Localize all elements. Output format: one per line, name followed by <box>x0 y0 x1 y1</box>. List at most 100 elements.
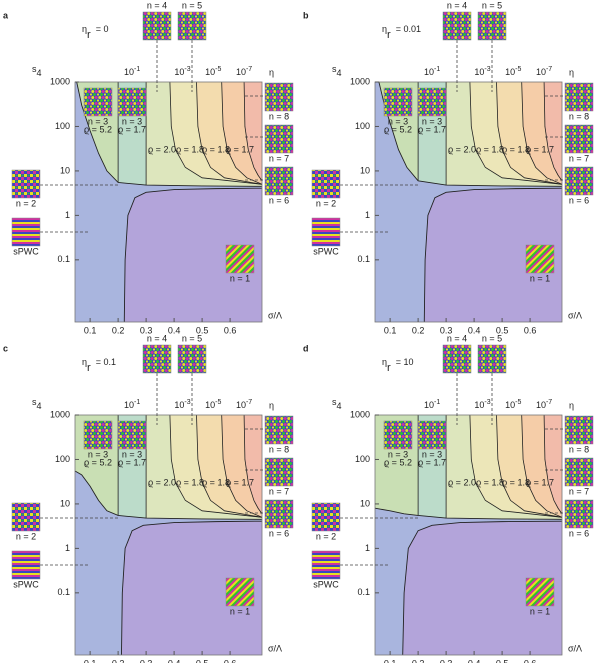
region-label: ϱ = 1.8 <box>502 144 530 154</box>
x2-tick-exponent: -1 <box>434 66 440 73</box>
boundary-line <box>496 415 562 518</box>
x-tick-label: 0.5 <box>196 658 209 663</box>
inset-label: sPWC <box>313 246 339 256</box>
region-fill <box>244 82 262 181</box>
y-tick-label: 1 <box>65 543 70 553</box>
inset-image <box>264 457 294 487</box>
y-tick-label: 10 <box>60 165 70 175</box>
inset-label: n = 1 <box>230 273 250 283</box>
region-label: ϱ = 2.0 <box>148 477 176 487</box>
x2-tick-base: 10 <box>124 400 134 410</box>
inset-label: n = 4 <box>147 0 167 10</box>
x2-tick-label: 10-1 <box>124 66 140 78</box>
inset-image <box>383 420 413 450</box>
panel: 0.111010010000.10.20.30.40.50.610-110-31… <box>303 333 594 663</box>
inset-image <box>264 415 294 445</box>
panel-title: ηr = 0.1 <box>82 357 116 374</box>
y-axis-label: s4 <box>332 397 342 411</box>
x2-tick-exponent: -7 <box>246 66 252 73</box>
x2-tick-label: 10-5 <box>205 399 221 411</box>
x2-axis-label: η <box>269 400 274 410</box>
title-symbol: η <box>382 24 387 34</box>
plot-frame <box>374 414 563 656</box>
x-tick-label: 0.4 <box>468 325 481 335</box>
inset-image <box>11 502 41 532</box>
inset-image <box>525 577 555 607</box>
x2-tick-exponent: -1 <box>134 399 140 406</box>
panel: 0.111010010000.10.20.30.40.50.610-110-31… <box>3 333 294 663</box>
x-axis-label: σ/Λ <box>568 310 582 320</box>
x2-tick-exponent: -7 <box>546 399 552 406</box>
x2-tick-base: 10 <box>174 67 184 77</box>
y-tick-label: 1 <box>365 543 370 553</box>
inset-label: n = 2 <box>316 198 336 208</box>
inset-image <box>11 169 41 199</box>
y-label-subscript: 4 <box>37 68 42 78</box>
y-tick-label: 10 <box>360 498 370 508</box>
inset-label: n = 7 <box>269 153 289 163</box>
inset-label: n = 4 <box>147 333 167 343</box>
inset-label: n = 6 <box>269 195 289 205</box>
y-tick-label: 100 <box>55 454 70 464</box>
y-tick-label: 10 <box>60 498 70 508</box>
x2-tick-exponent: -5 <box>515 399 521 406</box>
region-label: ϱ = 1.8 <box>176 477 204 487</box>
x2-tick-label: 10-7 <box>236 399 252 411</box>
inset-image <box>264 166 294 196</box>
boundary-line <box>169 415 262 518</box>
upper-regions <box>375 82 562 187</box>
x-tick-label: 0.5 <box>496 325 509 335</box>
boundary-line <box>423 187 563 323</box>
region-fill <box>244 415 262 514</box>
x2-tick-base: 10 <box>536 400 546 410</box>
y-tick-label: 1 <box>65 210 70 220</box>
panel-title: ηr = 0.01 <box>382 24 421 41</box>
x2-tick-exponent: -1 <box>134 66 140 73</box>
inset-image <box>11 550 41 580</box>
inset-label: n = 7 <box>569 153 589 163</box>
x2-tick-label: 10-3 <box>474 66 490 78</box>
x2-tick-exponent: -7 <box>546 66 552 73</box>
plot-frame <box>74 81 263 323</box>
boundary-line <box>543 82 562 182</box>
y-tick-label: 100 <box>55 121 70 131</box>
panel-label: c <box>3 343 8 353</box>
inset-image <box>417 87 447 117</box>
region-fill <box>124 188 263 322</box>
title-subscript: r <box>87 29 91 41</box>
inset-label: n = 3 <box>88 116 108 126</box>
inset-label: n = 6 <box>269 528 289 538</box>
inset-label: n = 2 <box>16 198 36 208</box>
inset-label: n = 8 <box>569 111 589 121</box>
y-tick-label: 1 <box>365 210 370 220</box>
x-tick-label: 0.4 <box>168 658 181 663</box>
panel-label: a <box>3 10 9 20</box>
boundary-line <box>374 507 563 520</box>
region-fill <box>424 188 562 322</box>
x2-tick-exponent: -3 <box>184 66 190 73</box>
y-label-symbol: s <box>32 397 37 407</box>
inset-image <box>525 244 555 274</box>
inset-label: n = 3 <box>88 449 108 459</box>
inset-label: sPWC <box>13 246 39 256</box>
panel-label: d <box>303 343 309 353</box>
title-text: = 0 <box>96 24 109 34</box>
y-tick-label: 1000 <box>50 409 70 419</box>
x-tick-label: 0.1 <box>384 325 397 335</box>
region-label: ϱ = 1.8 <box>476 144 504 154</box>
inset-image <box>117 87 147 117</box>
upper-regions <box>75 82 262 187</box>
region-label: ϱ = 5.2 <box>84 124 112 134</box>
inset-image <box>417 420 447 450</box>
plot-frame <box>74 414 263 656</box>
inset-label: n = 3 <box>388 116 408 126</box>
x-axis-label: σ/Λ <box>568 643 582 653</box>
y-label-symbol: s <box>332 397 337 407</box>
x-tick-label: 0.1 <box>84 658 97 663</box>
inset-label: n = 1 <box>230 606 250 616</box>
inset-image <box>177 11 207 41</box>
inset-label: n = 4 <box>447 0 467 10</box>
x2-tick-base: 10 <box>474 400 484 410</box>
